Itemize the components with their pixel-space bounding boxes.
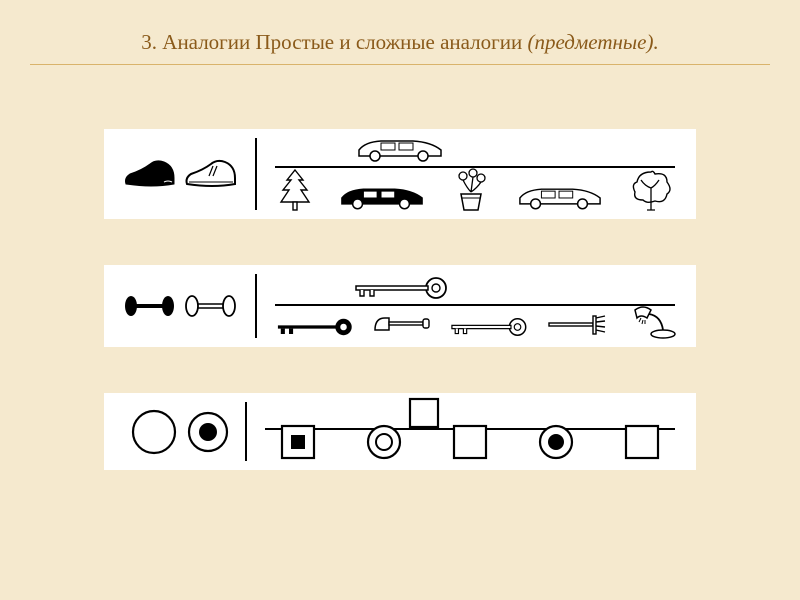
barbell-black-icon	[122, 293, 177, 319]
target-item	[350, 274, 450, 302]
options-row	[265, 302, 685, 340]
car-white-icon	[355, 134, 445, 164]
circle-dot-icon	[185, 409, 231, 455]
car-black-icon	[338, 182, 426, 212]
circle-empty-icon	[129, 407, 179, 457]
vertical-divider	[255, 138, 257, 210]
options-row	[265, 168, 685, 212]
shoe-white-icon	[183, 154, 238, 194]
example-pair	[105, 266, 255, 346]
analogy-panel-3	[105, 394, 695, 469]
circle-ring-icon	[365, 423, 403, 461]
page-title: 3. Аналогии Простые и сложные аналогии (…	[0, 30, 800, 55]
car-white-icon	[516, 182, 604, 212]
square-empty-icon	[623, 423, 661, 461]
shoe-black-icon	[122, 154, 177, 194]
options-row	[255, 423, 685, 461]
panels-container	[105, 130, 695, 469]
title-underline	[30, 64, 770, 65]
round-tree-icon	[629, 168, 673, 212]
slide: 3. Аналогии Простые и сложные аналогии (…	[0, 0, 800, 600]
title-text: 3. Аналогии Простые и сложные аналогии	[141, 30, 527, 54]
flower-pot-icon	[451, 168, 491, 212]
fir-tree-icon	[277, 168, 313, 212]
vertical-divider	[245, 402, 247, 461]
analogy-panel-2	[105, 266, 695, 346]
square-empty-icon	[451, 423, 489, 461]
barbell-white-icon	[183, 293, 238, 319]
key-white-icon	[447, 314, 529, 340]
rake-icon	[545, 310, 611, 340]
desk-lamp-icon	[627, 302, 677, 340]
analogy-panel-1	[105, 130, 695, 218]
vertical-divider	[255, 274, 257, 338]
title-italic: (предметные).	[527, 30, 658, 54]
key-white-icon	[350, 274, 450, 302]
example-pair	[105, 130, 255, 218]
example-pair	[105, 394, 255, 469]
shovel-icon	[371, 306, 431, 340]
key-black-icon	[273, 314, 355, 340]
circle-dot-icon	[537, 423, 575, 461]
square-filled-inner-icon	[279, 423, 317, 461]
target-item	[355, 134, 445, 164]
